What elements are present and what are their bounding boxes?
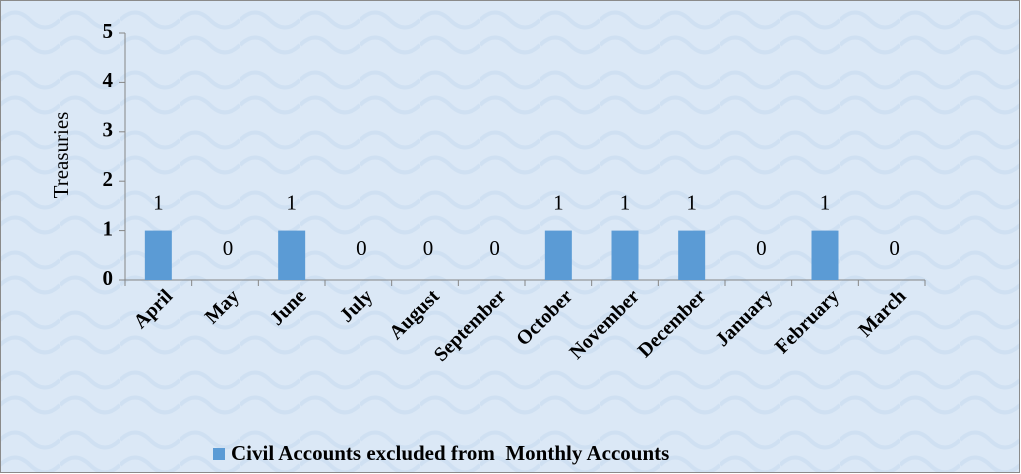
data-label: 1 <box>686 190 697 214</box>
y-tick-label: 5 <box>103 19 114 43</box>
y-tick-label: 0 <box>103 266 114 290</box>
y-tick-label: 1 <box>103 216 114 240</box>
data-label: 1 <box>553 190 564 214</box>
bar <box>811 230 839 280</box>
legend-swatch <box>213 448 225 460</box>
legend-label: Civil Accounts excluded from Monthly Acc… <box>231 441 669 465</box>
data-label: 0 <box>356 236 367 260</box>
y-tick-label: 2 <box>103 167 114 191</box>
data-label: 0 <box>423 236 434 260</box>
bar <box>544 230 572 280</box>
bar <box>278 230 306 280</box>
bar <box>611 230 639 280</box>
bar <box>678 230 706 280</box>
data-label: 1 <box>153 190 164 214</box>
data-label: 0 <box>756 236 767 260</box>
data-label: 0 <box>489 236 500 260</box>
y-tick-label: 4 <box>103 68 114 92</box>
data-label: 1 <box>620 190 631 214</box>
y-axis-label: Treasuries <box>49 112 73 199</box>
y-tick-label: 3 <box>103 118 114 142</box>
data-label: 1 <box>820 190 831 214</box>
data-label: 0 <box>889 236 900 260</box>
data-label: 0 <box>223 236 234 260</box>
bar <box>144 230 172 280</box>
data-label: 1 <box>286 190 297 214</box>
